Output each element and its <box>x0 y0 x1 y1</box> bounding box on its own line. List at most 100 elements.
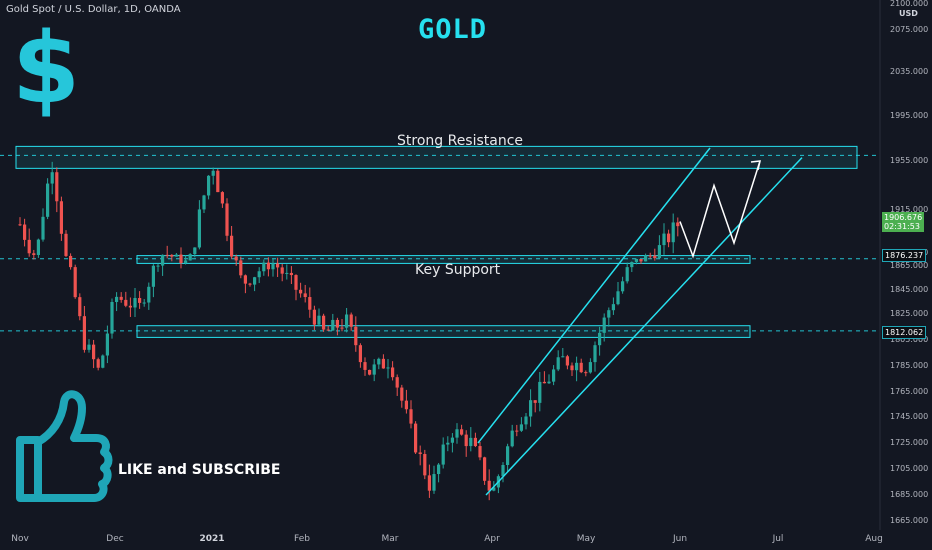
candle-body <box>625 267 629 282</box>
price-tick-label: 1995.000 <box>890 111 929 120</box>
candle-body <box>303 293 307 298</box>
price-tick-label: 1685.000 <box>890 490 929 499</box>
time-tick-label: Jun <box>672 534 688 544</box>
candle-body <box>446 442 450 445</box>
candle-body <box>648 255 652 257</box>
candle-body <box>570 365 574 371</box>
candle-body <box>110 301 114 334</box>
candle-body <box>170 254 174 257</box>
candle-body <box>128 305 132 308</box>
candle-body <box>174 254 178 257</box>
candle-body <box>36 239 40 255</box>
candle-body <box>667 233 671 243</box>
price-tick-label: 2100.000 <box>890 0 929 8</box>
candle-body <box>565 356 569 366</box>
candle-body <box>253 277 257 285</box>
candle-body <box>671 222 675 243</box>
candle-body <box>340 327 344 329</box>
candle-body <box>138 298 142 303</box>
symbol-description: Gold Spot / U.S. Dollar, 1D, OANDA <box>6 4 181 15</box>
candle-body <box>184 260 188 264</box>
candle-body <box>556 357 560 370</box>
candle-body <box>234 256 238 261</box>
candle-body <box>506 446 510 466</box>
price-tick-label: 2075.000 <box>890 25 929 34</box>
candle-body <box>220 192 224 204</box>
candle-body <box>64 233 68 256</box>
price-tick-label: 1785.000 <box>890 361 929 370</box>
trend-channel <box>477 147 803 496</box>
candle-body <box>230 235 234 257</box>
candle-body <box>621 281 625 292</box>
candle-body <box>630 262 634 268</box>
price-tick-label: 1865.000 <box>890 261 929 270</box>
current-price-tag: 1906.676 02:31:53 <box>882 212 925 232</box>
candle-series <box>18 161 680 501</box>
chart-title: GOLD <box>418 14 488 45</box>
candle-body <box>602 317 606 333</box>
time-tick-label: Feb <box>294 534 310 544</box>
candle-body <box>358 345 362 363</box>
price-tick-label: 2035.000 <box>890 67 929 76</box>
candle-body <box>533 400 537 403</box>
lower-level-tag: 1812.062 <box>882 326 927 339</box>
candle-body <box>464 434 468 447</box>
candle-body <box>404 400 408 410</box>
candle-body <box>271 263 275 270</box>
candle-body <box>299 289 303 294</box>
time-tick-label: Aug <box>865 534 883 544</box>
candle-body <box>492 487 496 491</box>
candle-body <box>142 302 146 304</box>
candle-body <box>119 296 123 300</box>
candle-body <box>156 265 160 267</box>
candle-body <box>133 298 137 308</box>
candle-body <box>607 310 611 318</box>
candle-body <box>46 183 50 217</box>
candle-body <box>395 377 399 388</box>
price-tick-label: 1915.000 <box>890 205 929 214</box>
candle-body <box>193 247 197 255</box>
candle-body <box>381 358 385 369</box>
price-tick-label: 1845.000 <box>890 285 929 294</box>
candle-body <box>124 299 128 306</box>
candle-body <box>285 272 289 274</box>
zone-box <box>136 325 751 338</box>
candle-body <box>391 367 395 378</box>
price-axis-background <box>880 0 932 530</box>
candle-body <box>579 362 583 373</box>
resistance-label: Strong Resistance <box>397 133 524 149</box>
level-lines <box>0 154 880 332</box>
candle-body <box>115 296 119 302</box>
candle-body <box>418 452 422 455</box>
candle-body <box>161 254 165 266</box>
candle-body <box>400 387 404 401</box>
candle-body <box>676 222 680 227</box>
candle-body <box>593 345 597 363</box>
candle-body <box>82 316 86 350</box>
like-subscribe-text: LIKE and SUBSCRIBE <box>118 462 281 478</box>
candle-body <box>105 333 109 356</box>
candle-body <box>18 224 22 226</box>
price-tick-label: 1955.000 <box>890 156 929 165</box>
candle-body <box>280 267 284 274</box>
candle-body <box>78 297 82 317</box>
candle-body <box>510 430 514 447</box>
price-tick-label: 1825.000 <box>890 309 929 318</box>
candle-body <box>202 195 206 210</box>
candle-body <box>55 172 59 202</box>
candle-body <box>657 245 661 259</box>
price-tick-label: 1805.000 <box>890 335 929 344</box>
projection-line <box>679 160 761 259</box>
dollar-sign-icon: $ <box>12 12 81 126</box>
candle-body <box>547 381 551 384</box>
candle-body <box>441 444 445 465</box>
candle-body <box>552 369 556 382</box>
candle-body <box>372 364 376 375</box>
candle-body <box>644 255 648 262</box>
candle-body <box>188 254 192 261</box>
time-tick-label: Jul <box>772 534 784 544</box>
candle-body <box>101 355 105 368</box>
candle-body <box>616 291 620 305</box>
price-tick-label: 1745.000 <box>890 412 929 421</box>
